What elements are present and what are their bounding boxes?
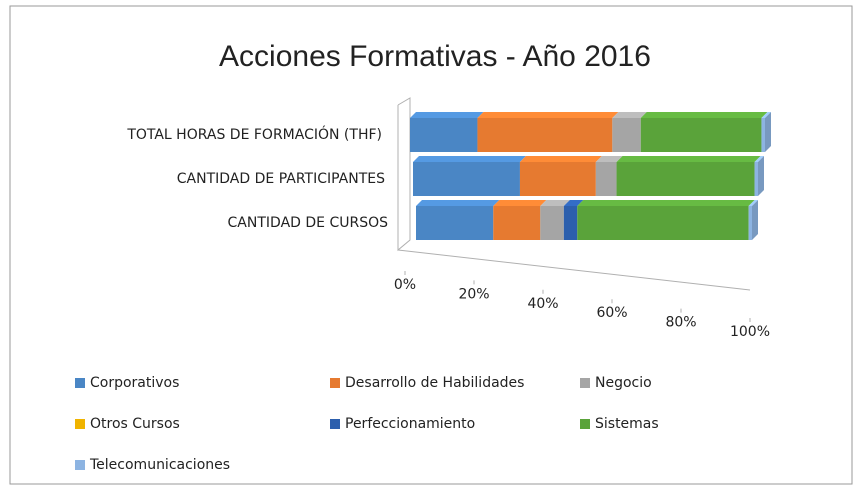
bar-top-face (577, 200, 755, 206)
bar-top-face (540, 200, 570, 206)
bar-top-face (416, 200, 500, 206)
bar-segment (612, 118, 641, 152)
bar-top-face (413, 156, 526, 162)
bar-top-face (754, 156, 764, 162)
bar-segment (748, 206, 752, 240)
bar-top-face (493, 200, 547, 206)
legend-label: Perfeccionamiento (345, 416, 475, 432)
bar-segment (595, 162, 617, 196)
bar-top-face (616, 156, 761, 162)
legend-swatch (75, 460, 85, 470)
bar-top-face (612, 112, 647, 118)
bar-segment (616, 162, 755, 196)
legend-swatch (580, 419, 590, 429)
y-tick-label: CANTIDAD DE CURSOS (228, 215, 389, 231)
bar-segment (477, 118, 613, 152)
bar-top-face (748, 200, 758, 206)
bar-top-face (519, 156, 602, 162)
legend-label: Sistemas (595, 416, 659, 432)
bar-side-face (765, 112, 771, 152)
legend-swatch (330, 378, 340, 388)
legend-swatch (580, 378, 590, 388)
x-tick-label: 20% (458, 286, 489, 302)
bar-segment (413, 162, 520, 196)
bar-segment (540, 206, 564, 240)
x-tick-label: 80% (665, 315, 696, 331)
bar-segment (577, 206, 749, 240)
x-tick-label: 60% (596, 305, 627, 321)
legend-swatch (330, 419, 340, 429)
bar-side-face (758, 156, 764, 196)
legend-swatch (75, 419, 85, 429)
y-tick-label: CANTIDAD DE PARTICIPANTES (177, 171, 385, 187)
bar-top-face (761, 112, 771, 118)
bar-segment (410, 118, 478, 152)
bar-top-face (477, 112, 619, 118)
bar-segment (563, 206, 578, 240)
bar-top-face (563, 200, 584, 206)
legend-label: Otros Cursos (90, 416, 180, 432)
bar-segment (519, 162, 596, 196)
x-tick-label: 0% (394, 277, 416, 293)
bar-top-face (640, 112, 768, 118)
bar-segment (754, 162, 758, 196)
chart-frame (9, 5, 853, 485)
x-tick-label: 100% (730, 324, 770, 340)
y-tick-label: TOTAL HORAS DE FORMACIÓN (THF) (126, 125, 382, 143)
legend-swatch (75, 378, 85, 388)
bar-segment (493, 206, 541, 240)
chart-title: Acciones Formativas - Año 2016 (219, 40, 651, 73)
bar-segment (761, 118, 765, 152)
bar-top-face (595, 156, 623, 162)
floor-edge (397, 249, 751, 291)
legend-label: Negocio (595, 375, 652, 391)
bar-side-face (752, 200, 758, 240)
bar-top-face (410, 112, 484, 118)
back-wall (397, 97, 411, 252)
legend-label: Telecomunicaciones (89, 457, 230, 473)
x-tick-label: 40% (527, 296, 558, 312)
bar-segment (416, 206, 494, 240)
legend-label: Corporativos (90, 375, 179, 391)
legend-label: Desarrollo de Habilidades (345, 375, 524, 391)
bar-segment (640, 118, 762, 152)
